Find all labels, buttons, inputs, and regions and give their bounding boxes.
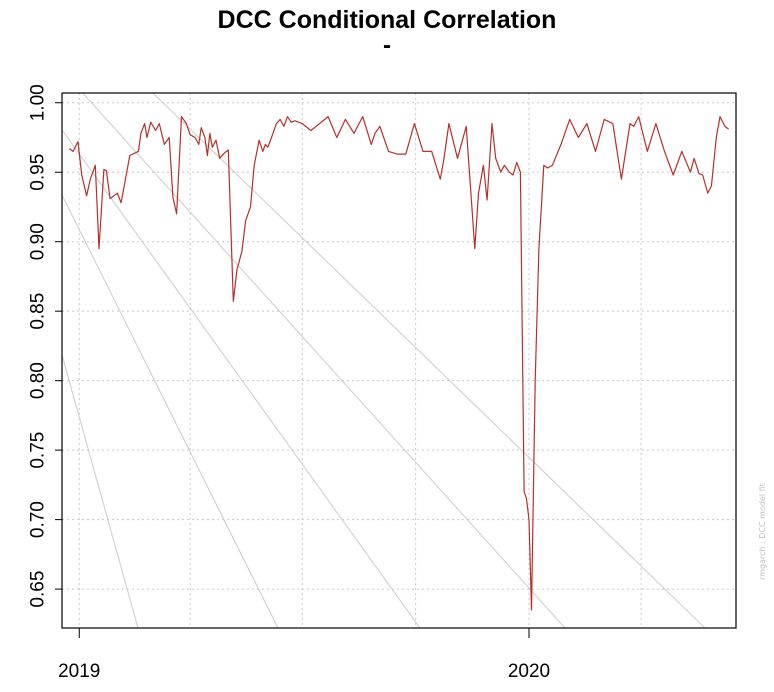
- plot-frame: [61, 92, 737, 629]
- series-line: [69, 115, 729, 611]
- chart-title: DCC Conditional Correlation: [217, 6, 557, 34]
- background-diagonal-line: [62, 194, 279, 628]
- y-tick-label: 0.90: [28, 223, 49, 260]
- background-diagonal-line: [151, 93, 706, 628]
- y-tick-label: 1.00: [28, 84, 49, 121]
- y-tick-label: 0.85: [28, 293, 49, 330]
- y-tick-label: 0.95: [28, 154, 49, 191]
- chart-subtitle: -: [383, 32, 391, 59]
- background-diagonal-line: [62, 354, 139, 628]
- y-tick-label: 0.65: [28, 571, 49, 608]
- y-tick-label: 0.70: [28, 501, 49, 538]
- x-tick-label: 2020: [508, 661, 550, 682]
- background-diagonal-line: [62, 129, 421, 628]
- background-diagonal-line: [81, 93, 566, 628]
- background-diagonals: [62, 93, 706, 628]
- y-tick-label: 0.80: [28, 362, 49, 399]
- y-tick-label: 0.75: [28, 432, 49, 469]
- watermark-label: rmgarch : DCC model fit: [758, 483, 767, 580]
- x-tick-label: 2019: [58, 661, 100, 682]
